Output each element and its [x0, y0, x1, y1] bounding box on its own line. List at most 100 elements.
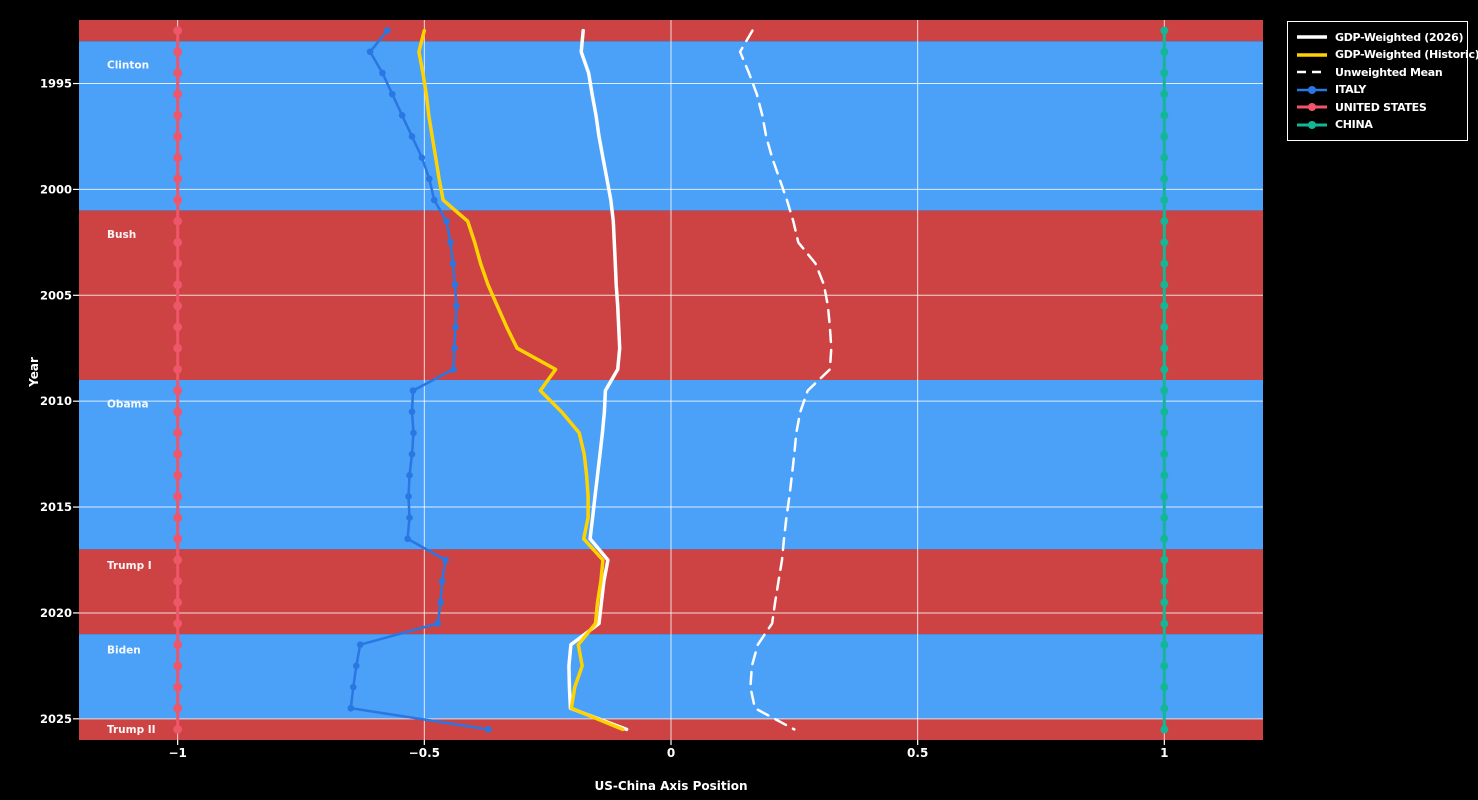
series-marker — [173, 534, 183, 544]
series-marker — [408, 450, 416, 458]
series-marker — [418, 154, 426, 161]
series-marker — [356, 641, 364, 649]
series-marker — [173, 301, 183, 311]
series-marker — [1160, 68, 1169, 77]
series-marker — [366, 48, 374, 56]
series-marker — [1160, 132, 1169, 141]
series-marker — [1160, 217, 1169, 226]
series-marker — [425, 175, 433, 183]
y-tick-label: 2020 — [40, 606, 72, 620]
series-marker — [1160, 577, 1169, 586]
series-marker — [1160, 683, 1169, 692]
legend-marker-dot — [1308, 85, 1316, 94]
series-marker — [173, 110, 183, 120]
series-marker — [442, 556, 449, 564]
series-marker — [1160, 386, 1169, 395]
legend-item-unweighted-mean: Unweighted Mean — [1296, 66, 1459, 79]
legend-line-swatch — [1297, 103, 1327, 112]
series-marker — [173, 492, 183, 501]
president-label: Trump II — [107, 724, 156, 736]
series-marker — [173, 470, 183, 480]
legend-label: GDP-Weighted (Historic) — [1335, 48, 1478, 62]
series-line-gdp-weighted-2026- — [567, 28, 629, 732]
legend-line-swatch — [1297, 35, 1327, 39]
series-marker — [408, 408, 416, 416]
series-marker — [404, 535, 411, 543]
x-tick-label: −0.5 — [409, 746, 440, 760]
series-marker — [388, 90, 396, 98]
series-marker — [352, 662, 360, 670]
y-tick-label: 2025 — [40, 712, 72, 726]
series-marker — [1160, 280, 1169, 289]
series-marker — [379, 69, 386, 77]
y-tick-label: 2005 — [40, 288, 72, 302]
series-marker — [347, 704, 355, 712]
series-marker — [173, 280, 183, 290]
y-axis-title: Year — [27, 357, 41, 387]
series-marker — [1160, 153, 1169, 162]
series-marker — [1160, 619, 1169, 628]
series-marker — [1160, 492, 1169, 501]
series-marker — [173, 407, 183, 417]
legend-line-swatch — [1297, 120, 1327, 129]
series-marker — [1160, 238, 1169, 247]
series-marker — [173, 153, 183, 163]
series-marker — [384, 27, 391, 34]
series-marker — [443, 217, 450, 225]
series-marker — [173, 640, 183, 650]
series-marker — [173, 365, 183, 374]
series-marker — [1160, 598, 1169, 607]
series-marker — [453, 302, 460, 310]
series-line-italy — [349, 29, 490, 731]
series-marker — [173, 682, 183, 692]
series-marker — [349, 683, 357, 691]
series-marker — [173, 68, 183, 78]
series-marker — [173, 47, 183, 57]
series-marker — [406, 514, 413, 521]
series-marker — [1160, 174, 1169, 183]
legend-label: UNITED STATES — [1335, 100, 1427, 114]
legend-item-united-states: UNITED STATES — [1296, 101, 1459, 114]
series-marker — [173, 597, 183, 607]
president-label: Clinton — [107, 60, 149, 72]
series-marker — [1160, 365, 1169, 374]
series-marker — [449, 260, 457, 267]
series-marker — [430, 196, 438, 204]
president-label: Biden — [107, 645, 141, 657]
series-marker — [438, 577, 446, 585]
series-marker — [1160, 450, 1169, 459]
series-marker — [1160, 513, 1169, 522]
series-marker — [173, 725, 183, 734]
series-marker — [410, 429, 417, 437]
legend-marker-dot — [1308, 103, 1316, 112]
series-marker — [1160, 259, 1169, 268]
series-line-gdp-weighted-historic- — [417, 28, 625, 732]
series-marker — [409, 387, 417, 394]
series-marker — [1160, 301, 1169, 310]
series-marker — [398, 111, 406, 119]
legend-line-swatch — [1297, 52, 1327, 57]
series-marker — [173, 322, 183, 332]
x-tick-label: 0 — [667, 746, 675, 760]
legend: GDP-Weighted (2026) GDP-Weighted (Histori… — [1287, 21, 1478, 141]
series-marker — [173, 195, 183, 205]
series-marker — [437, 599, 444, 606]
series-marker — [1160, 196, 1169, 204]
x-tick-label: −1 — [168, 746, 186, 760]
legend-item-italy: ITALY — [1296, 83, 1459, 96]
series-marker — [1160, 534, 1169, 543]
legend-label: GDP-Weighted (2026) — [1335, 30, 1464, 44]
series-marker — [173, 174, 183, 184]
series-marker — [173, 237, 183, 247]
series-marker — [173, 386, 183, 395]
series-marker — [1160, 428, 1169, 437]
series-marker — [173, 576, 183, 586]
series-marker — [408, 133, 416, 140]
series-marker — [1160, 26, 1169, 35]
legend-line-swatch — [1297, 70, 1327, 74]
series-marker — [1160, 640, 1169, 649]
series-marker — [1160, 471, 1169, 480]
legend-label: Unweighted Mean — [1335, 65, 1443, 79]
